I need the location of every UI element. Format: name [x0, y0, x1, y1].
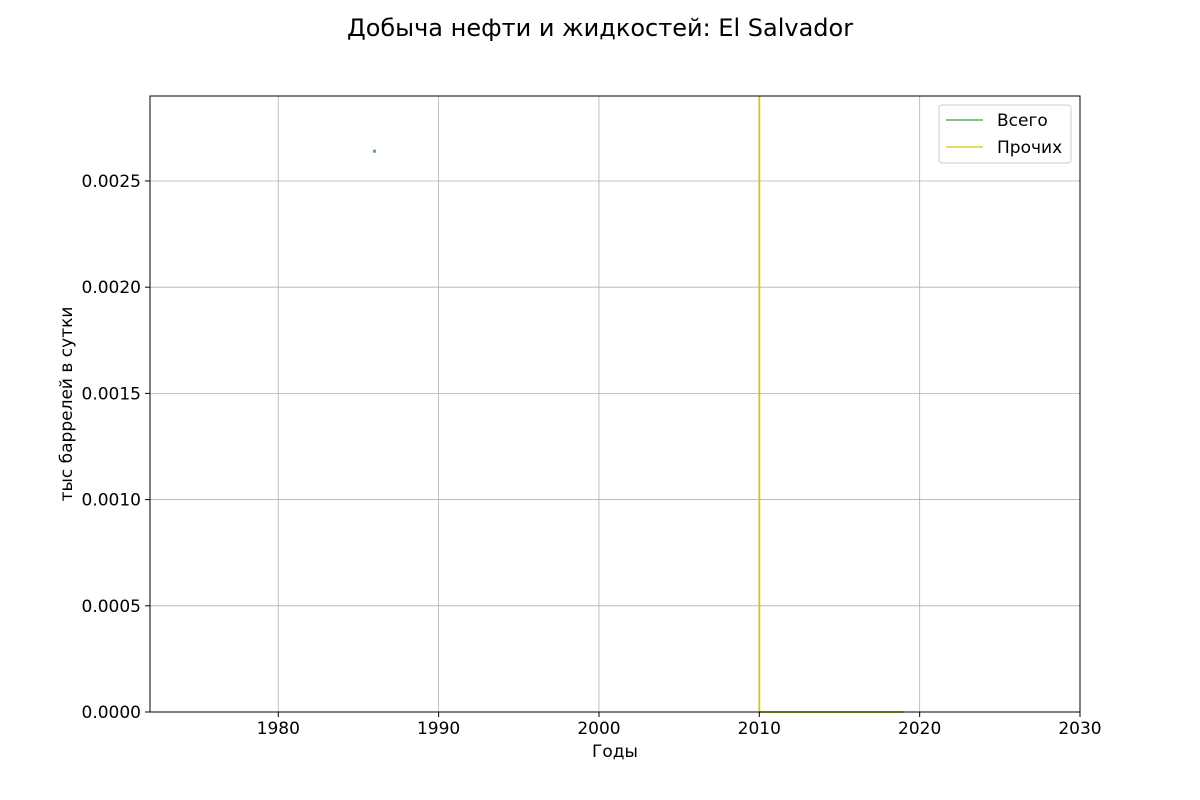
y-tick-label: 0.0000 — [82, 703, 141, 723]
grid — [150, 96, 1081, 713]
x-tick-label: 2000 — [577, 719, 620, 739]
y-axis-label: тыс баррелей в сутки — [57, 307, 77, 502]
series-layer — [372, 96, 904, 713]
legend: Всего Прочих — [938, 104, 1072, 164]
x-tick-label: 2020 — [898, 719, 941, 739]
y-tick-label: 0.0015 — [82, 384, 141, 404]
y-tick-label: 0.0020 — [82, 278, 141, 298]
series-1-line — [758, 96, 904, 713]
x-tick-label: 1990 — [417, 719, 460, 739]
series-0-point — [372, 149, 376, 153]
y-axis: 0.0000 0.0005 0.0010 0.0015 0.0020 0.0025 — [82, 172, 150, 723]
x-tick-label: 1980 — [257, 719, 300, 739]
legend-label-total: Всего — [997, 111, 1048, 131]
y-tick-label: 0.0010 — [82, 491, 141, 511]
x-tick-label: 2010 — [738, 719, 781, 739]
chart-title: Добыча нефти и жидкостей: El Salvador — [347, 14, 853, 42]
legend-label-other: Прочих — [997, 138, 1062, 158]
y-tick-label: 0.0005 — [82, 597, 141, 617]
plot-area-frame — [149, 95, 1081, 713]
y-tick-label: 0.0025 — [82, 172, 141, 192]
x-axis-label: Годы — [592, 742, 638, 762]
x-tick-label: 2030 — [1058, 719, 1101, 739]
x-axis: 1980 1990 2000 2010 2020 2030 — [257, 712, 1102, 739]
